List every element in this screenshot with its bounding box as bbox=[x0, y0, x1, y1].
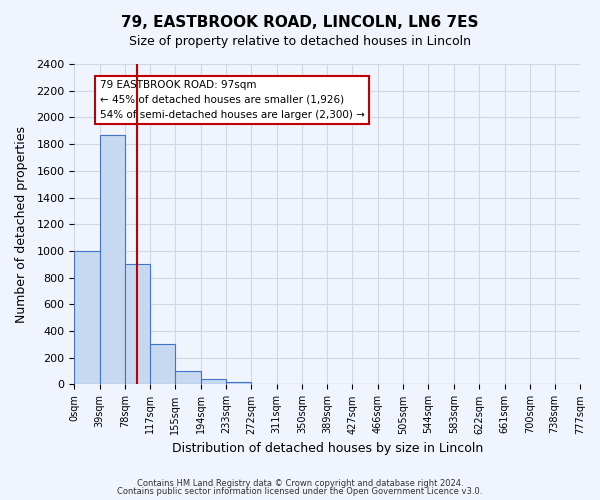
Text: 79, EASTBROOK ROAD, LINCOLN, LN6 7ES: 79, EASTBROOK ROAD, LINCOLN, LN6 7ES bbox=[121, 15, 479, 30]
Text: Contains HM Land Registry data © Crown copyright and database right 2024.: Contains HM Land Registry data © Crown c… bbox=[137, 478, 463, 488]
Y-axis label: Number of detached properties: Number of detached properties bbox=[15, 126, 28, 322]
Bar bbox=[226, 382, 251, 384]
Bar bbox=[200, 379, 226, 384]
Bar bbox=[125, 264, 151, 384]
Bar bbox=[151, 344, 175, 385]
Bar bbox=[74, 251, 100, 384]
Bar bbox=[100, 135, 125, 384]
Text: Contains public sector information licensed under the Open Government Licence v3: Contains public sector information licen… bbox=[118, 487, 482, 496]
Bar bbox=[175, 371, 200, 384]
Text: 79 EASTBROOK ROAD: 97sqm
← 45% of detached houses are smaller (1,926)
54% of sem: 79 EASTBROOK ROAD: 97sqm ← 45% of detach… bbox=[100, 80, 364, 120]
Text: Size of property relative to detached houses in Lincoln: Size of property relative to detached ho… bbox=[129, 35, 471, 48]
X-axis label: Distribution of detached houses by size in Lincoln: Distribution of detached houses by size … bbox=[172, 442, 483, 455]
